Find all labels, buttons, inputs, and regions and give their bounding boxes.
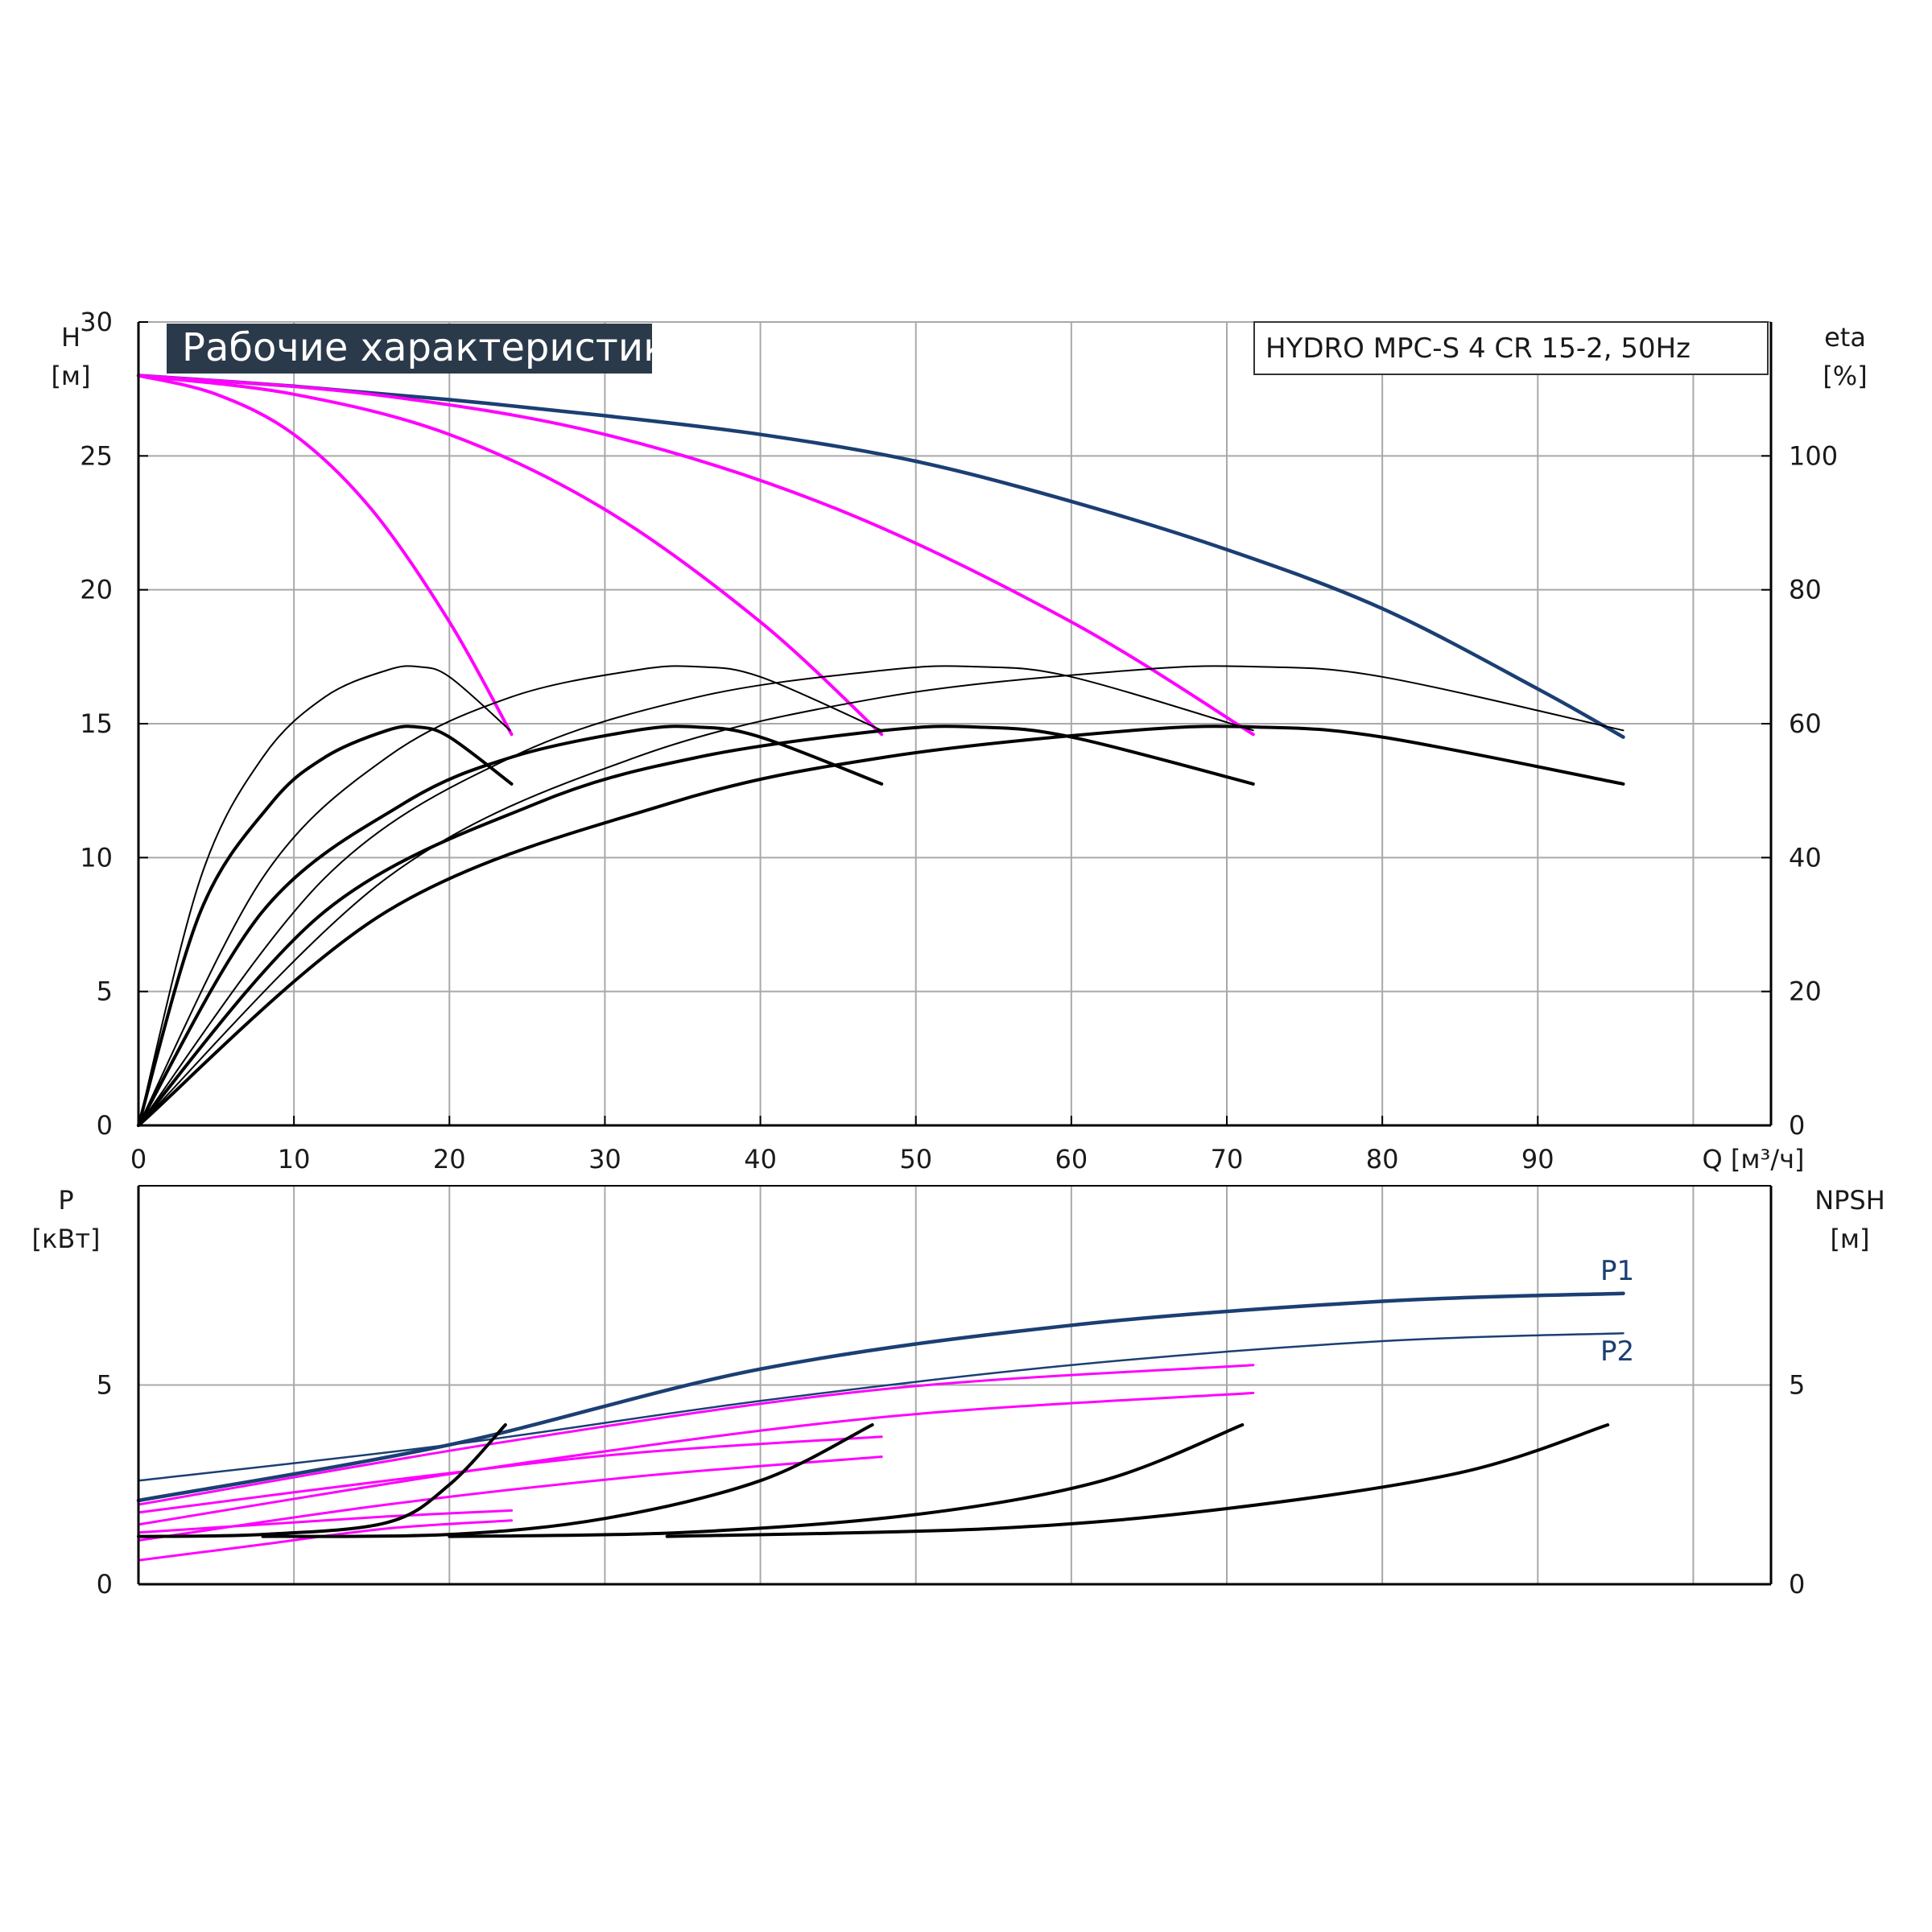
top-series-h-pump-3 bbox=[137, 374, 1255, 737]
y-tick-label: 5 bbox=[97, 976, 113, 1007]
bottom-series-p-2 bbox=[137, 1509, 513, 1534]
bottom-series-npsh-10 bbox=[448, 1423, 1245, 1538]
y2-tick-label: 40 bbox=[1789, 842, 1822, 873]
y2-axis-name: eta bbox=[1824, 322, 1866, 353]
curve-layer bbox=[136, 374, 1625, 1562]
y2-tick-label: 100 bbox=[1789, 440, 1838, 471]
p-tick-label: 0 bbox=[97, 1569, 113, 1600]
y2-tick-label: 20 bbox=[1789, 976, 1822, 1007]
x-tick-label: 0 bbox=[130, 1144, 147, 1174]
top-series-h-pump-1 bbox=[137, 374, 514, 737]
x-tick-label: 70 bbox=[1211, 1144, 1244, 1174]
y-tick-label: 10 bbox=[80, 842, 113, 873]
p1-series-label: P1 bbox=[1600, 1255, 1634, 1287]
y-tick-label: 25 bbox=[80, 440, 113, 471]
y2-tick-label: 0 bbox=[1789, 1110, 1805, 1141]
npsh-axis-unit: [м] bbox=[1830, 1224, 1869, 1254]
p-axis-name: P bbox=[58, 1185, 73, 1216]
chart-title: Рабочие характеристики bbox=[182, 325, 691, 370]
x-tick-label: 50 bbox=[899, 1144, 932, 1174]
x-tick-label: 90 bbox=[1521, 1144, 1554, 1174]
y-axis-unit: [м] bbox=[51, 361, 90, 391]
y-tick-label: 30 bbox=[80, 307, 113, 337]
x-axis-label: Q [м³/ч] bbox=[1703, 1144, 1805, 1174]
bottom-series-p-6 bbox=[137, 1364, 1255, 1506]
bottom-series-p-p1-0 bbox=[136, 1291, 1625, 1503]
x-tick-label: 80 bbox=[1366, 1144, 1399, 1174]
chart-title-box bbox=[167, 324, 652, 374]
bottom-series-p-7 bbox=[137, 1391, 1255, 1526]
p2-series-label: P2 bbox=[1600, 1335, 1634, 1368]
top-series-eta-lower-11 bbox=[137, 724, 1625, 1127]
grid-layer bbox=[138, 321, 1771, 1584]
npsh-tick-label: 5 bbox=[1789, 1370, 1805, 1401]
top-series-eta-upper-4 bbox=[138, 665, 511, 1126]
y-axis-name: H bbox=[61, 322, 80, 353]
x-tick-label: 30 bbox=[588, 1144, 621, 1174]
bottom-series-npsh-8 bbox=[137, 1423, 507, 1538]
top-series-eta-upper-7 bbox=[138, 665, 1624, 1126]
p-axis-unit: [кВт] bbox=[32, 1224, 101, 1254]
y-tick-label: 15 bbox=[80, 708, 113, 739]
tick-layer: 0 10 20 30 40 50 60 70 80 90051015202530020406080… bbox=[80, 307, 1838, 1600]
top-series-h-pump-2 bbox=[137, 374, 884, 737]
npsh-axis-name: NPSH bbox=[1814, 1185, 1885, 1216]
y2-tick-label: 80 bbox=[1789, 575, 1822, 605]
y2-tick-label: 60 bbox=[1789, 708, 1822, 739]
x-tick-label: 60 bbox=[1055, 1144, 1088, 1174]
top-series-eta-lower-9 bbox=[137, 724, 884, 1127]
bottom-series-p-p2-1 bbox=[137, 1331, 1624, 1482]
top-series-eta-lower-10 bbox=[137, 724, 1255, 1127]
y2-axis-unit: [%] bbox=[1823, 361, 1867, 391]
x-tick-label: 40 bbox=[744, 1144, 777, 1174]
x-tick-label: 20 bbox=[433, 1144, 466, 1174]
model-label-box bbox=[1253, 321, 1769, 375]
p-tick-label: 5 bbox=[97, 1370, 113, 1401]
top-series-h-total-0 bbox=[136, 374, 1625, 739]
top-series-eta-lower-8 bbox=[137, 724, 514, 1127]
npsh-tick-label: 0 bbox=[1789, 1569, 1805, 1600]
top-series-eta-upper-6 bbox=[138, 665, 1254, 1126]
x-tick-label: 10 bbox=[278, 1144, 311, 1174]
top-series-eta-upper-5 bbox=[138, 665, 883, 1126]
bottom-series-p-5 bbox=[137, 1455, 883, 1542]
bottom-series-npsh-9 bbox=[261, 1423, 874, 1538]
y-tick-label: 20 bbox=[80, 575, 113, 605]
model-label: HYDRO MPC-S 4 CR 15-2, 50Hz bbox=[1265, 332, 1690, 365]
bottom-series-npsh-11 bbox=[665, 1423, 1610, 1538]
y-tick-label: 0 bbox=[97, 1110, 113, 1141]
